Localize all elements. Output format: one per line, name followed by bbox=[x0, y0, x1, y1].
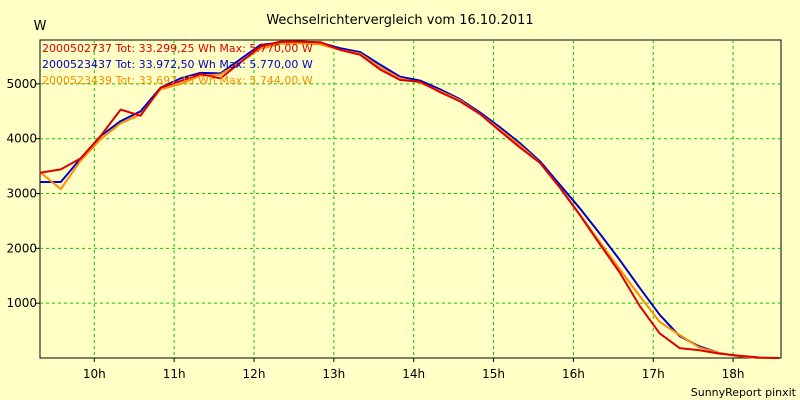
y-axis-unit-label: W bbox=[34, 19, 47, 34]
y-tick-label: 3000 bbox=[6, 187, 37, 201]
legend: 2000502737 Tot: 33.299,25 Wh Max: 5.770,… bbox=[42, 42, 313, 87]
chart-title: Wechselrichtervergleich vom 16.10.2011 bbox=[266, 13, 533, 28]
series-line-2000502737 bbox=[39, 40, 780, 359]
footer-credit: SunnyReport pinxit bbox=[691, 386, 797, 399]
legend-entry: 2000502737 Tot: 33.299,25 Wh Max: 5.770,… bbox=[42, 42, 313, 55]
x-tick-label: 17h bbox=[642, 367, 665, 381]
plot-area bbox=[39, 39, 782, 359]
x-tick-label: 11h bbox=[163, 367, 186, 381]
y-tick-label: 1000 bbox=[6, 296, 37, 310]
tick-layer: 10h 11h 12h 13h 14h 15h 16h 17h 18h 1000 2000 3000 4… bbox=[6, 77, 744, 381]
series-layer bbox=[39, 40, 780, 359]
x-tick-label: 10h bbox=[83, 367, 106, 381]
x-tick-label: 16h bbox=[562, 367, 585, 381]
y-tick-label: 2000 bbox=[6, 241, 37, 255]
x-tick-label: 14h bbox=[402, 367, 425, 381]
legend-entry: 2000523437 Tot: 33.972,50 Wh Max: 5.770,… bbox=[42, 58, 313, 71]
y-tick-label: 4000 bbox=[6, 132, 37, 146]
x-tick-label: 13h bbox=[322, 367, 345, 381]
legend-entry: 2000523439 Tot: 33.697,15 Wh Max: 5.744,… bbox=[42, 74, 313, 87]
y-tick-label: 5000 bbox=[6, 77, 37, 91]
x-tick-label: 15h bbox=[482, 367, 505, 381]
x-tick-label: 18h bbox=[722, 367, 745, 381]
x-tick-label: 12h bbox=[243, 367, 266, 381]
